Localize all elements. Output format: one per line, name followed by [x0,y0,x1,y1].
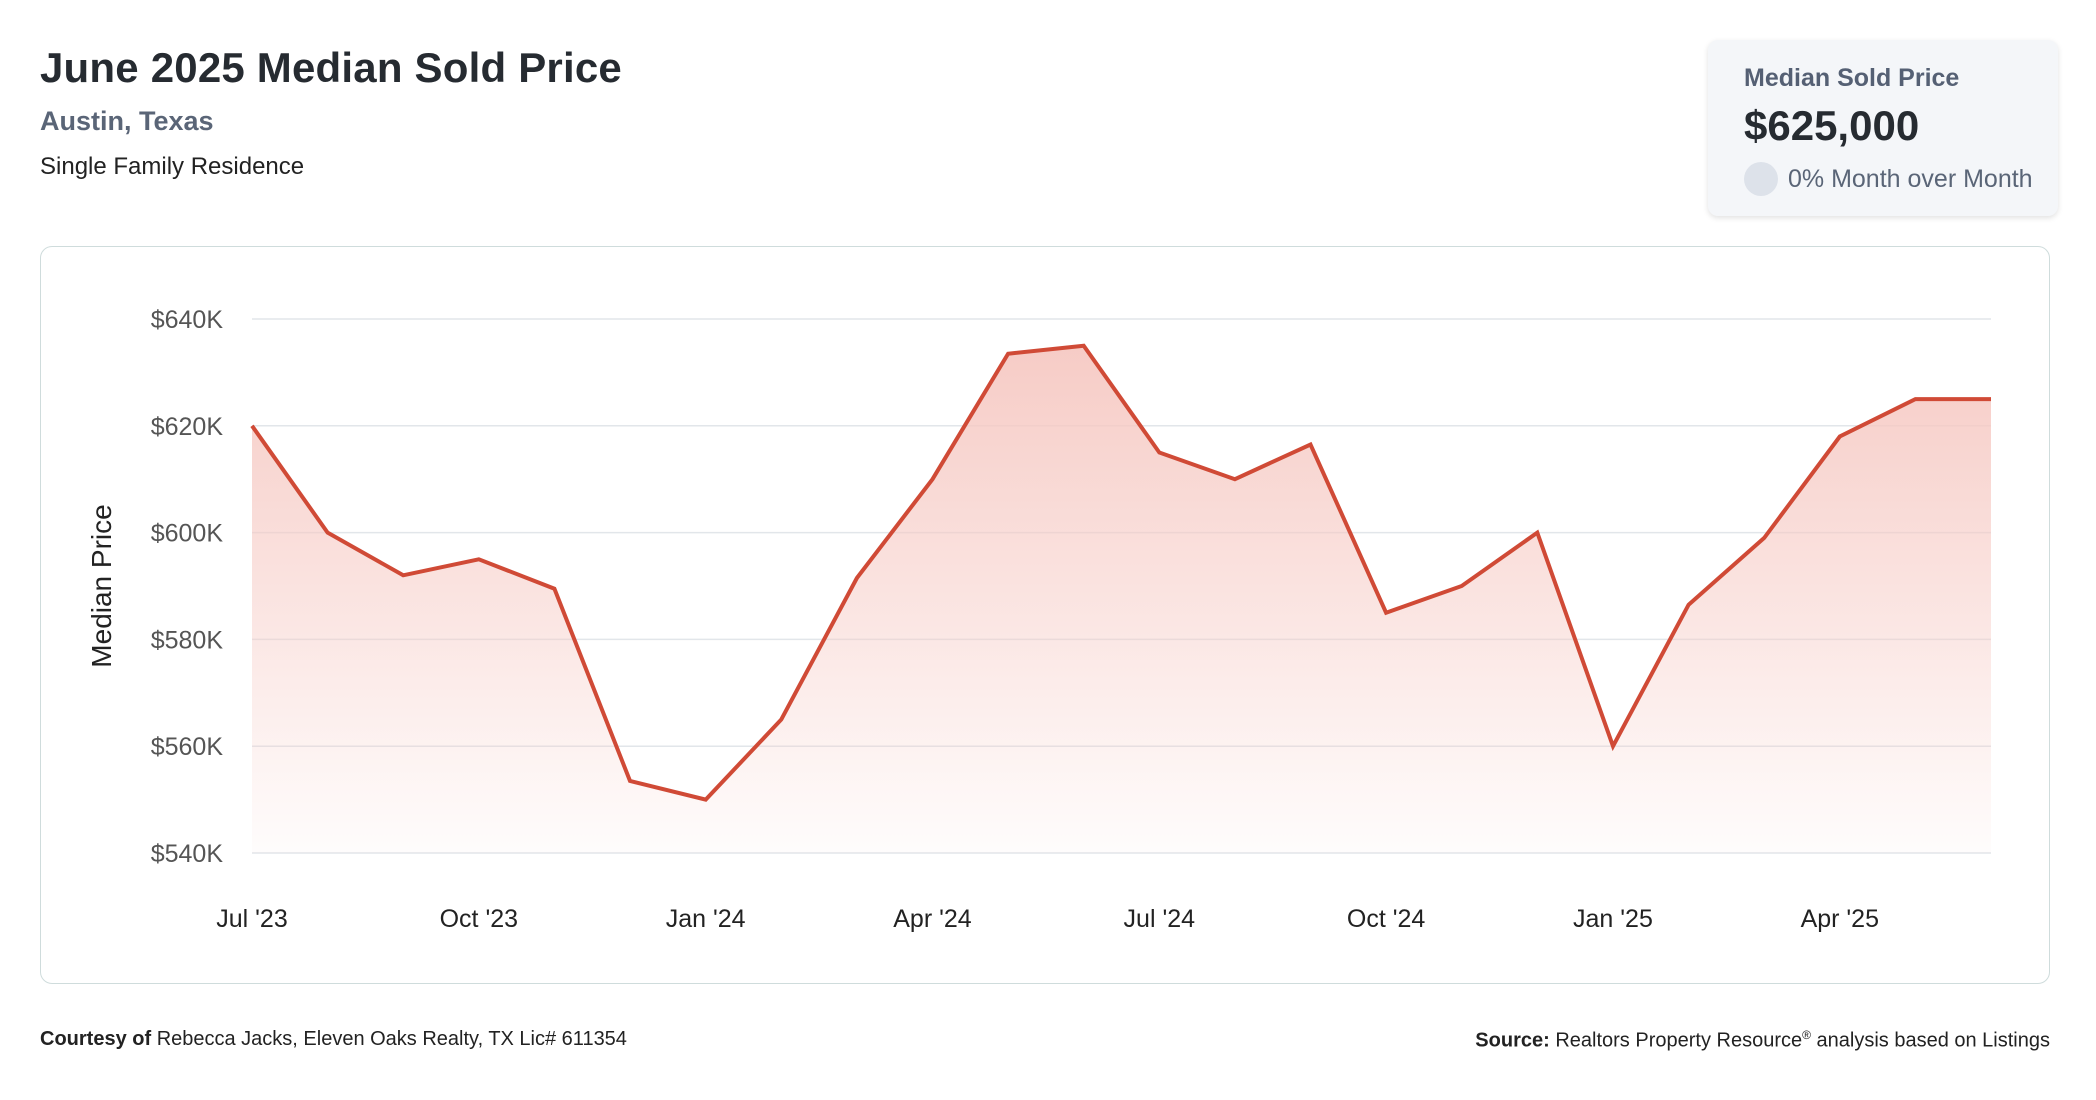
data-point [929,476,935,482]
median-price-stat-card: Median Sold Price $625,000 0% Month over… [1708,40,2058,216]
neutral-change-icon [1744,162,1778,196]
x-tick-label: Apr '24 [893,905,972,933]
data-point [703,797,709,803]
y-tick-label: $580K [151,626,224,654]
data-point [1912,396,1918,402]
data-point [1761,535,1767,541]
data-point [1308,441,1314,447]
median-price-chart: $540K $560K $580K $600K $620K $640K Median Pri… [86,306,1994,933]
data-point [1837,433,1843,439]
series-line [250,343,1991,802]
property-type-label: Single Family Residence [40,153,305,180]
y-tick-label: $620K [151,413,224,441]
x-tick-label: Apr '25 [1801,905,1879,933]
data-point [1686,602,1692,608]
data-point [476,556,482,562]
courtesy-text: Rebecca Jacks, Eleven Oaks Realty, TX Li… [156,1028,627,1050]
courtesy-label: Courtesy of [40,1028,152,1050]
x-tick-label: Jul '24 [1124,905,1196,933]
chart-container: $540K $560K $580K $600K $620K $640K Median Pri… [40,246,2050,984]
source-name: Realtors Property Resource [1555,1029,1803,1052]
data-point [1156,450,1162,456]
location-subtitle: Austin, Texas [40,106,214,136]
courtesy-footer: Courtesy of Rebecca Jacks, Eleven Oaks R… [40,1028,627,1051]
data-point [854,575,860,581]
data-point [1534,530,1540,536]
page-title: June 2025 Median Sold Price [40,44,622,91]
data-point [1232,476,1238,482]
data-point [551,586,557,592]
data-point [778,717,784,723]
data-point [325,530,331,536]
y-axis-label: Median Price [86,504,117,667]
data-point [249,423,255,429]
source-footer: Source: Realtors Property Resource® anal… [1475,1028,2050,1053]
data-point [1459,583,1465,589]
stat-change: 0% Month over Month [1744,162,2033,196]
data-point [1988,396,1994,402]
data-point [1383,610,1389,616]
data-point [400,572,406,578]
y-tick-label: $560K [151,733,224,761]
y-tick-label: $600K [151,520,224,548]
x-tick-label: Jan '24 [666,905,746,933]
source-text: analysis based on Listings [1816,1029,2050,1052]
registered-mark: ® [1802,1028,1811,1042]
chart-header: June 2025 Median Sold Price Austin, Texa… [40,44,622,181]
x-tick-label: Oct '24 [1347,905,1426,933]
stat-value: $625,000 [1744,102,1920,149]
y-tick-label: $640K [151,306,224,334]
source-label: Source: [1475,1029,1550,1052]
data-point [627,778,633,784]
x-tick-label: Jul '23 [216,905,287,933]
y-tick-label: $540K [151,840,224,868]
series-area [252,345,1991,853]
stat-change-text: 0% Month over Month [1788,164,2033,193]
x-tick-label: Oct '23 [440,905,518,933]
data-point [1005,351,1011,357]
data-point [1610,743,1616,749]
data-point [1081,343,1087,349]
x-tick-label: Jan '25 [1573,905,1653,933]
stat-label: Median Sold Price [1744,64,1960,92]
